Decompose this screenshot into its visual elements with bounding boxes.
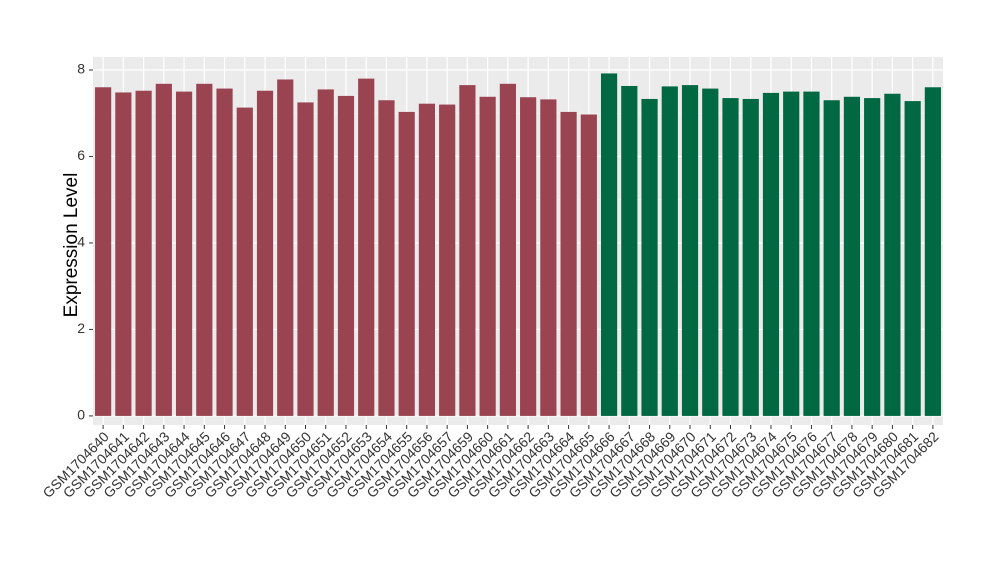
bar xyxy=(702,88,719,416)
bar xyxy=(459,85,476,416)
bar xyxy=(621,85,638,416)
bar xyxy=(722,98,739,416)
bar xyxy=(641,98,658,416)
bar xyxy=(216,88,233,416)
bar xyxy=(358,78,375,416)
bar xyxy=(884,93,901,416)
bar xyxy=(499,83,516,416)
bar xyxy=(762,92,780,416)
plot-panel xyxy=(93,57,943,425)
bar xyxy=(600,73,618,416)
bar xyxy=(135,90,152,416)
bar xyxy=(742,98,759,416)
bar xyxy=(520,97,537,416)
bar xyxy=(783,91,800,416)
y-tick-label: 4 xyxy=(77,234,85,250)
bar xyxy=(236,107,253,416)
bar xyxy=(580,114,597,416)
y-tick-label: 6 xyxy=(77,147,85,163)
bar xyxy=(317,89,334,416)
bar xyxy=(560,111,577,416)
bar xyxy=(155,83,172,416)
bar xyxy=(418,103,436,416)
bar xyxy=(803,91,820,416)
y-tick-label: 2 xyxy=(77,320,85,336)
bar xyxy=(924,87,941,416)
bar xyxy=(115,92,132,416)
y-tick-label: 0 xyxy=(77,407,85,423)
bar xyxy=(843,96,861,416)
bar xyxy=(681,85,699,416)
bar xyxy=(904,101,921,416)
bar xyxy=(297,102,314,416)
bar xyxy=(439,104,456,416)
bar xyxy=(337,95,355,416)
bar xyxy=(95,87,112,416)
bar xyxy=(196,83,213,416)
bar xyxy=(378,100,395,416)
bar xyxy=(256,90,274,416)
bar xyxy=(540,99,557,416)
y-axis-label: Expression Level xyxy=(61,173,82,318)
bar xyxy=(823,100,840,416)
bar xyxy=(661,86,678,416)
y-tick-label: 8 xyxy=(77,61,85,77)
bar xyxy=(175,91,193,416)
bar xyxy=(398,111,415,416)
bar xyxy=(479,96,496,416)
bar xyxy=(277,79,294,416)
bar xyxy=(864,98,881,416)
